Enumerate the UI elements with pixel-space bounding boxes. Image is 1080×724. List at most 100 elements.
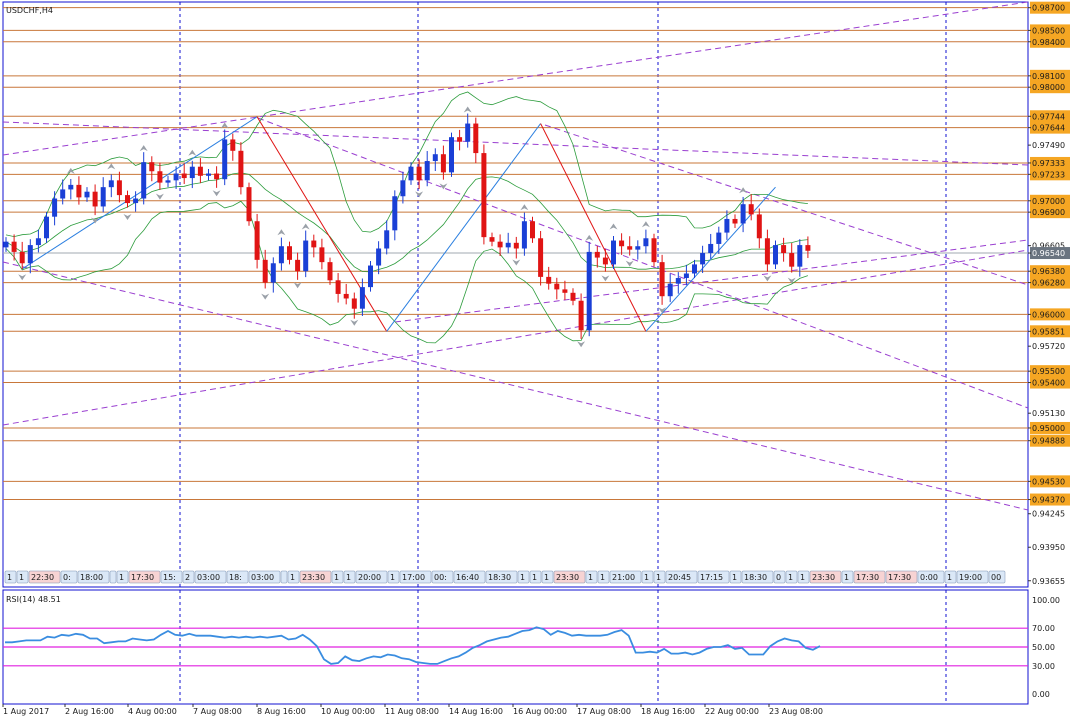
fractal-up-icon [66,167,75,174]
candle-body [368,265,373,288]
time-tick-label: 1 Aug 2017 [3,707,49,716]
candle-body [262,259,268,283]
time-tick-label: 7 Aug 08:00 [193,707,242,716]
price-tick-label: 0.96540 [1032,249,1065,258]
event-marker-label: 1 [119,573,124,582]
candle-body [748,204,754,215]
event-marker-label: 1 [656,573,661,582]
fractal-down-icon [293,282,302,289]
trend-line-1 [2,249,1029,426]
fractal-down-icon [577,341,586,348]
price-label-bg [1030,24,1070,37]
price-label-bg [1030,434,1070,447]
candle-body [675,278,681,284]
candle-body [692,264,697,274]
event-marker-label: 17:30 [888,573,911,582]
fractal-up-icon [585,234,594,241]
event-marker [609,570,642,584]
event-marker [109,570,117,584]
candle-body [181,173,187,179]
candle-body [530,221,535,239]
price-tick-label: 0.98000 [1032,83,1065,92]
event-marker-label: 23:30 [812,573,835,582]
event-marker [665,570,698,584]
band-middle [5,172,808,273]
candle-body [116,180,122,196]
candle-body [189,166,195,179]
event-marker-label: 20:45 [668,573,691,582]
price-tick-label: 0.94370 [1032,496,1065,505]
candle-body [335,280,341,294]
candle-body [222,139,228,180]
candle-body [781,245,787,254]
event-marker [248,570,281,584]
event-marker-label: 1 [532,573,537,582]
price-tick-label: 0.97644 [1032,124,1065,133]
fractal-down-icon [601,275,610,282]
price-label-bg [1030,69,1070,82]
candle-body [513,242,519,249]
event-marker-label: 21:00 [612,573,635,582]
price-label-bg [1030,156,1070,169]
event-marker [116,570,129,584]
event-marker [16,570,29,584]
price-label-bg [1030,121,1070,134]
candle-body [125,195,130,204]
event-marker-label: 2 [185,573,190,582]
price-label-bg [1030,308,1070,321]
event-marker [299,570,332,584]
price-tick-label: 0.96900 [1032,208,1065,217]
fractal-up-icon [301,223,310,230]
price-label-bg [1030,35,1070,48]
candle-body [76,184,82,198]
candle-body [611,240,616,265]
candle-body [351,298,357,309]
time-tick-label: 22 Aug 00:00 [705,707,759,716]
fractal-down-icon [261,293,270,300]
event-marker-label: 18:00 [80,573,103,582]
event-marker-label: 1 [346,573,351,582]
price-tick-label: 0.98400 [1032,38,1065,47]
fractal-down-icon [439,183,448,190]
candle-body [538,238,544,277]
candle-body [214,173,220,180]
event-marker [853,570,886,584]
fractal-up-icon [139,145,148,152]
candle-body [602,257,608,265]
candle-body [149,162,155,172]
price-tick-label: 0.98700 [1032,4,1065,13]
candle-body [319,247,325,263]
fractal-up-icon [107,163,116,170]
event-marker [653,570,666,584]
candle-body [141,162,147,199]
candle-body [295,259,301,272]
event-marker-label: 1 [334,573,339,582]
zigzag-segment-0 [21,116,258,270]
time-tick-label: 17 Aug 08:00 [577,707,631,716]
event-marker [809,570,842,584]
trend-line-6 [544,124,1029,286]
event-marker [841,570,854,584]
candle-body [52,198,58,217]
candle-body [376,248,382,266]
candle-body [570,292,576,301]
event-marker [485,570,518,584]
rsi-axis-label: 30.00 [1032,662,1055,671]
candle-body [554,283,560,290]
candle-body [521,221,527,249]
price-tick-label: 0.95720 [1032,342,1065,351]
event-marker [387,570,400,584]
event-marker-label: 1 [844,573,849,582]
price-tick-label: 0.96380 [1032,267,1065,276]
price-tick-label: 0.97333 [1032,159,1065,168]
price-label-bg [1030,1,1070,14]
rsi-axis-label: 70.00 [1032,624,1055,633]
candle-body [44,216,49,239]
candle-body [60,189,66,199]
event-marker-label: 1 [390,573,395,582]
price-tick-label: 0.97490 [1032,141,1065,150]
event-marker [226,570,249,584]
fractal-up-icon [220,122,229,129]
event-marker-label: 23:30 [302,573,325,582]
event-marker [60,570,78,584]
